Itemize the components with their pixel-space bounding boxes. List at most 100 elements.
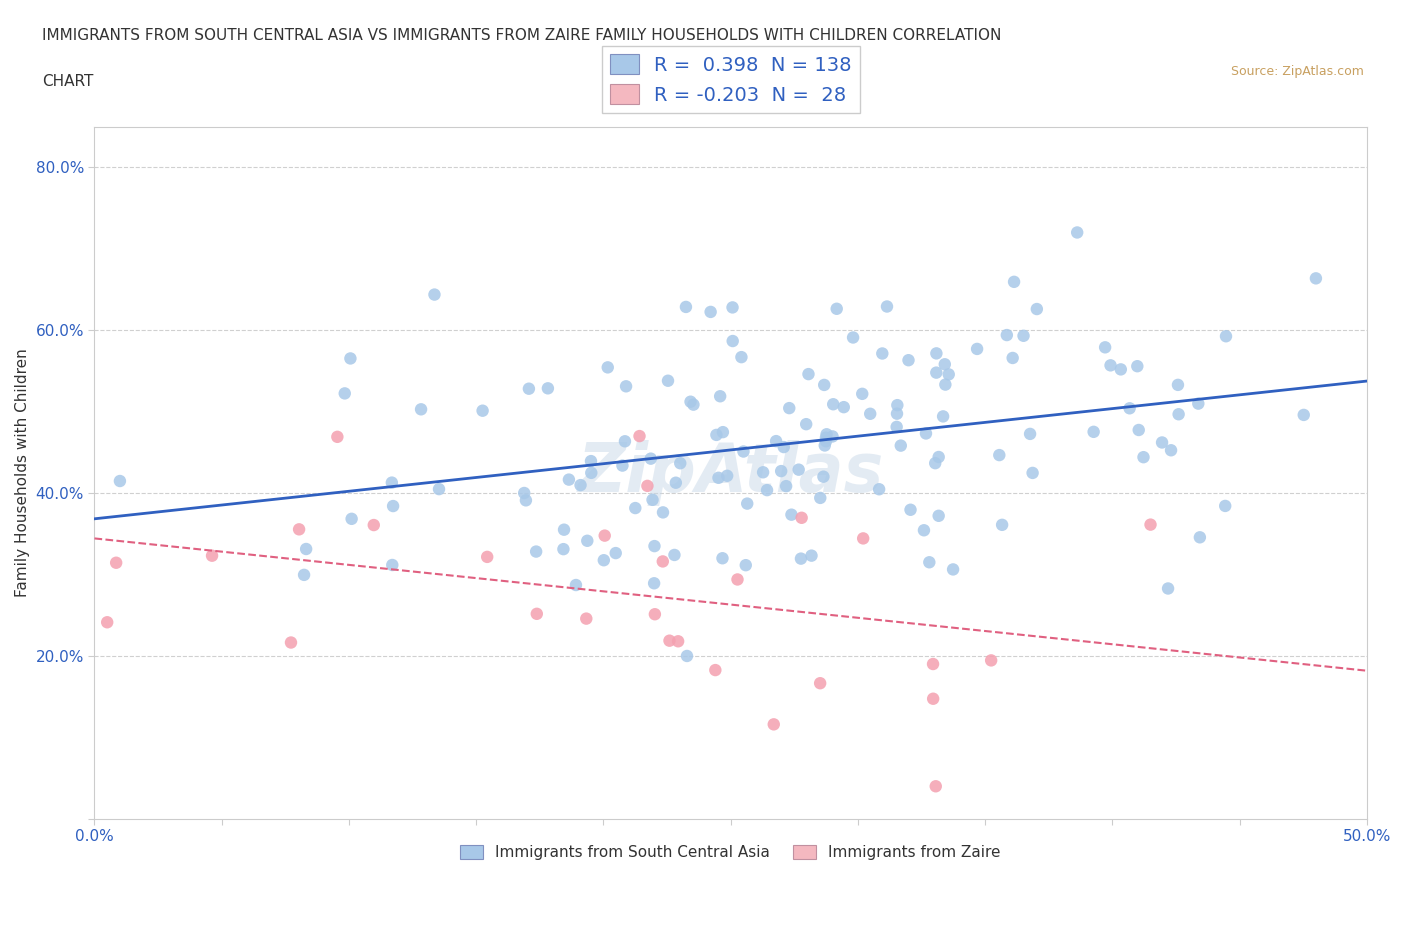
Point [886, 398, 908, 413]
Point [808, 676, 831, 691]
Point [581, 465, 603, 480]
Point [381, 475, 404, 490]
Point [1128, 422, 1150, 437]
Point [1025, 301, 1047, 316]
Point [201, 549, 224, 564]
Point [280, 635, 302, 650]
Point [925, 778, 948, 793]
Point [872, 346, 894, 361]
Point [928, 449, 950, 464]
Point [565, 578, 588, 592]
Point [96, 615, 118, 630]
Point [842, 330, 865, 345]
Point [288, 522, 311, 537]
Point [636, 478, 658, 493]
Point [1215, 329, 1237, 344]
Point [1167, 378, 1189, 392]
Point [669, 456, 692, 471]
Point [614, 379, 637, 393]
Point [859, 406, 882, 421]
Point [727, 572, 749, 587]
Point [624, 500, 647, 515]
Point [815, 427, 838, 442]
Point [868, 482, 890, 497]
Point [938, 367, 960, 382]
Point [752, 465, 775, 480]
Point [922, 657, 945, 671]
Point [363, 518, 385, 533]
Point [707, 471, 730, 485]
Point [852, 531, 875, 546]
Point [524, 544, 547, 559]
Point [477, 550, 499, 565]
Point [1002, 274, 1025, 289]
Point [340, 512, 363, 526]
Point [644, 606, 666, 621]
Point [651, 554, 673, 569]
Point [851, 386, 873, 401]
Point [991, 517, 1014, 532]
Point [576, 533, 599, 548]
Point [780, 507, 803, 522]
Point [643, 576, 665, 591]
Point [526, 606, 548, 621]
Point [682, 397, 704, 412]
Point [553, 541, 575, 556]
Point [592, 552, 614, 567]
Point [790, 511, 813, 525]
Point [1021, 466, 1043, 481]
Point [765, 433, 787, 448]
Point [897, 352, 920, 367]
Point [513, 485, 536, 500]
Point [1118, 401, 1140, 416]
Point [613, 433, 636, 448]
Point [711, 551, 734, 565]
Point [733, 444, 755, 458]
Point [711, 425, 734, 440]
Point [814, 433, 837, 448]
Point [925, 346, 948, 361]
Point [787, 462, 810, 477]
Point [778, 401, 800, 416]
Point [704, 663, 727, 678]
Point [1139, 517, 1161, 532]
Point [292, 567, 315, 582]
Point [643, 538, 665, 553]
Point [735, 497, 758, 512]
Point [800, 548, 823, 563]
Point [471, 404, 494, 418]
Point [1083, 424, 1105, 439]
Point [934, 357, 956, 372]
Point [1109, 362, 1132, 377]
Point [652, 505, 675, 520]
Point [770, 464, 793, 479]
Point [797, 366, 820, 381]
Point [553, 523, 575, 538]
Point [772, 440, 794, 455]
Point [942, 562, 965, 577]
Point [628, 429, 651, 444]
Point [814, 438, 837, 453]
Point [664, 548, 686, 563]
Point [295, 541, 318, 556]
Point [1094, 339, 1116, 354]
Point [900, 502, 922, 517]
Point [756, 483, 779, 498]
Point [706, 428, 728, 443]
Point [1213, 498, 1236, 513]
Point [775, 479, 797, 494]
Point [381, 558, 404, 573]
Point [1099, 358, 1122, 373]
Point [734, 558, 756, 573]
Point [825, 301, 848, 316]
Point [517, 381, 540, 396]
Point [922, 691, 945, 706]
Point [105, 555, 128, 570]
Point [333, 386, 356, 401]
Point [912, 523, 935, 538]
Point [326, 430, 349, 445]
Point [966, 341, 988, 356]
Point [1187, 396, 1209, 411]
Point [605, 546, 627, 561]
Point [596, 360, 619, 375]
